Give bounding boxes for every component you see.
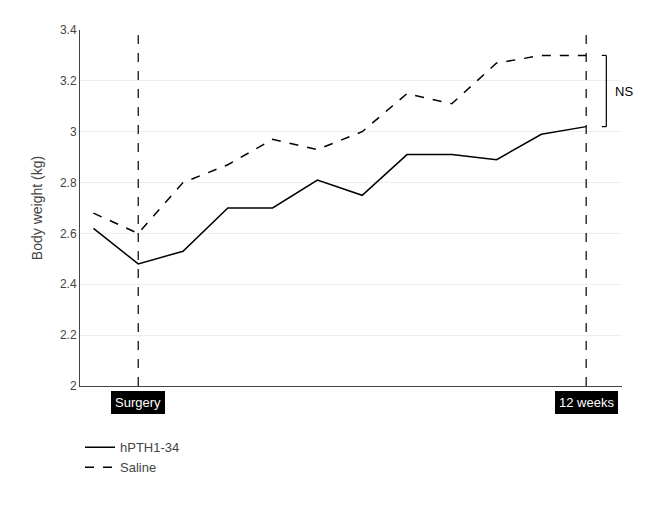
svg-text:NS: NS (615, 84, 633, 99)
svg-text:Saline: Saline (120, 460, 156, 475)
svg-text:2.6: 2.6 (60, 227, 77, 241)
svg-text:hPTH1-34: hPTH1-34 (120, 440, 179, 455)
svg-text:2.2: 2.2 (60, 328, 77, 342)
svg-text:Body weight (kg): Body weight (kg) (29, 156, 45, 260)
svg-text:12 weeks: 12 weeks (559, 395, 614, 410)
svg-text:3.4: 3.4 (60, 23, 77, 37)
svg-text:Surgery: Surgery (115, 395, 161, 410)
svg-text:2.4: 2.4 (60, 277, 77, 291)
svg-text:3: 3 (70, 125, 77, 139)
svg-text:3.2: 3.2 (60, 74, 77, 88)
svg-text:2.8: 2.8 (60, 176, 77, 190)
svg-text:2: 2 (70, 379, 77, 393)
